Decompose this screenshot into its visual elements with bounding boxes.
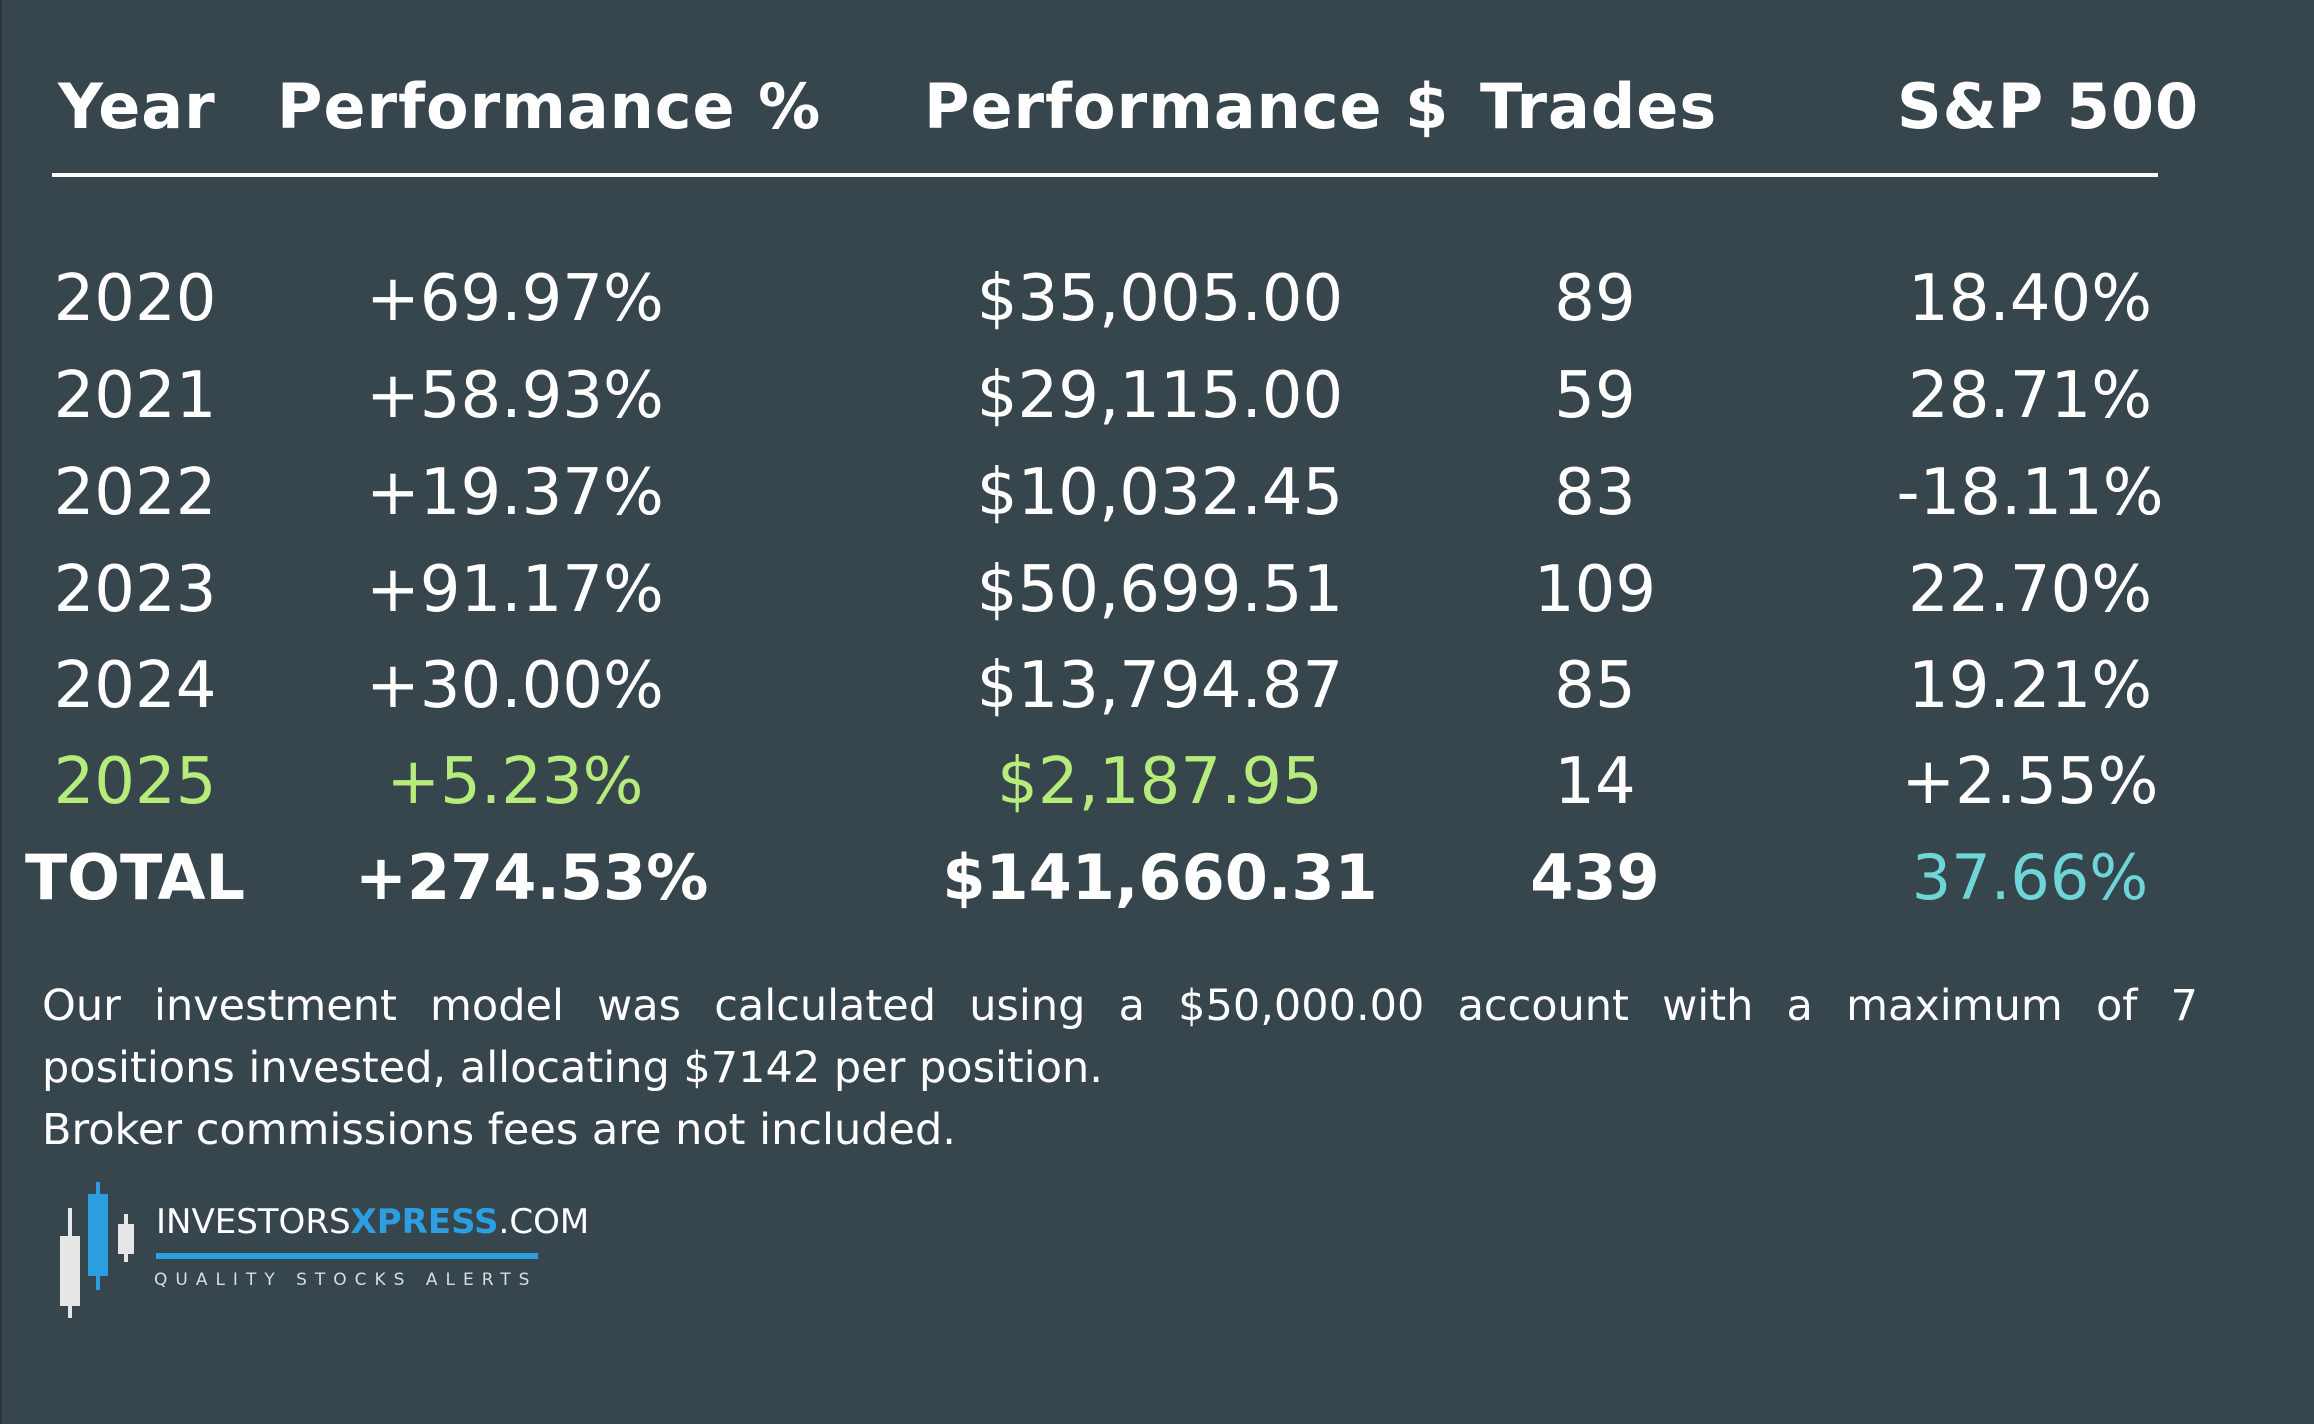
performance-percent-cell: +19.37% <box>366 456 664 530</box>
total-sp500: 37.66% <box>1911 841 2149 914</box>
performance-percent-cell: +69.97% <box>366 262 664 336</box>
total-label: TOTAL <box>25 841 245 914</box>
sp500-cell: 18.40% <box>1907 262 2153 336</box>
trades-cell: 59 <box>1554 359 1636 433</box>
performance-dollar-cell: $50,699.51 <box>976 553 1344 627</box>
year-cell: 2020 <box>53 262 217 336</box>
table-row: 2022 +19.37% $10,032.45 83 -18.11% <box>0 445 2314 541</box>
header-year: Year <box>58 70 216 143</box>
note-line-3: Broker commissions fees are not included… <box>42 1105 956 1155</box>
total-performance-percent: +274.53% <box>355 841 709 914</box>
trades-cell: 85 <box>1554 649 1636 723</box>
table-row-current-year: 2025 +5.23% $2,187.95 14 +2.55% <box>0 734 2314 830</box>
header-performance-dollar: Performance $ <box>924 70 1450 143</box>
logo-wordmark-part-1: INVESTORS <box>156 1202 351 1242</box>
year-cell: 2024 <box>53 649 217 723</box>
methodology-note: Our investment model was calculated usin… <box>42 975 2198 1161</box>
year-cell: 2021 <box>53 359 217 433</box>
header-trades: Trades <box>1480 70 1718 143</box>
logo-wordmark: INVESTORSXPRESS.COM <box>156 1202 589 1242</box>
investorsxpress-logo: INVESTORSXPRESS.COM QUALITY STOCKS ALERT… <box>56 1180 616 1320</box>
year-cell: 2025 <box>53 745 217 819</box>
performance-dollar-cell: $29,115.00 <box>976 359 1344 433</box>
header-performance-percent: Performance % <box>277 70 822 143</box>
year-cell: 2022 <box>53 456 217 530</box>
sp500-cell: 22.70% <box>1907 553 2153 627</box>
performance-dollar-cell: $10,032.45 <box>976 456 1344 530</box>
header-divider <box>52 173 2158 177</box>
trades-cell: 14 <box>1554 745 1636 819</box>
logo-underline <box>156 1253 538 1259</box>
sp500-cell: -18.11% <box>1896 456 2164 530</box>
performance-percent-cell: +5.23% <box>386 745 644 819</box>
candlestick-chart-icon <box>60 1182 134 1318</box>
table-header: Year Performance % Performance $ Trades … <box>0 0 2314 180</box>
trades-cell: 83 <box>1554 456 1636 530</box>
logo-wordmark-part-2: XPRESS <box>350 1202 499 1242</box>
performance-percent-cell: +30.00% <box>366 649 664 723</box>
sp500-cell: +2.55% <box>1901 745 2159 819</box>
sp500-cell: 19.21% <box>1907 649 2153 723</box>
performance-dollar-cell: $35,005.00 <box>976 262 1344 336</box>
logo-tagline: QUALITY STOCKS ALERTS <box>154 1270 538 1290</box>
table-row: 2024 +30.00% $13,794.87 85 19.21% <box>0 638 2314 734</box>
performance-percent-cell: +91.17% <box>366 553 664 627</box>
table-row: 2021 +58.93% $29,115.00 59 28.71% <box>0 348 2314 444</box>
trades-cell: 89 <box>1554 262 1636 336</box>
performance-percent-cell: +58.93% <box>366 359 664 433</box>
note-line-1: Our investment model was calculated usin… <box>42 981 2198 1031</box>
year-cell: 2023 <box>53 553 217 627</box>
logo-wordmark-part-3: .COM <box>498 1202 590 1242</box>
table-row: 2020 +69.97% $35,005.00 89 18.40% <box>0 251 2314 347</box>
total-performance-dollar: $141,660.31 <box>942 841 1378 914</box>
header-sp500: S&P 500 <box>1897 70 2200 143</box>
performance-dollar-cell: $13,794.87 <box>976 649 1344 723</box>
sp500-cell: 28.71% <box>1907 359 2153 433</box>
note-line-2: positions invested, allocating $7142 per… <box>42 1043 1103 1093</box>
table-row: 2023 +91.17% $50,699.51 109 22.70% <box>0 542 2314 638</box>
trades-cell: 109 <box>1533 553 1657 627</box>
table-row-total: TOTAL +274.53% $141,660.31 439 37.66% <box>0 830 2314 926</box>
total-trades: 439 <box>1530 841 1660 914</box>
performance-dollar-cell: $2,187.95 <box>997 745 1323 819</box>
